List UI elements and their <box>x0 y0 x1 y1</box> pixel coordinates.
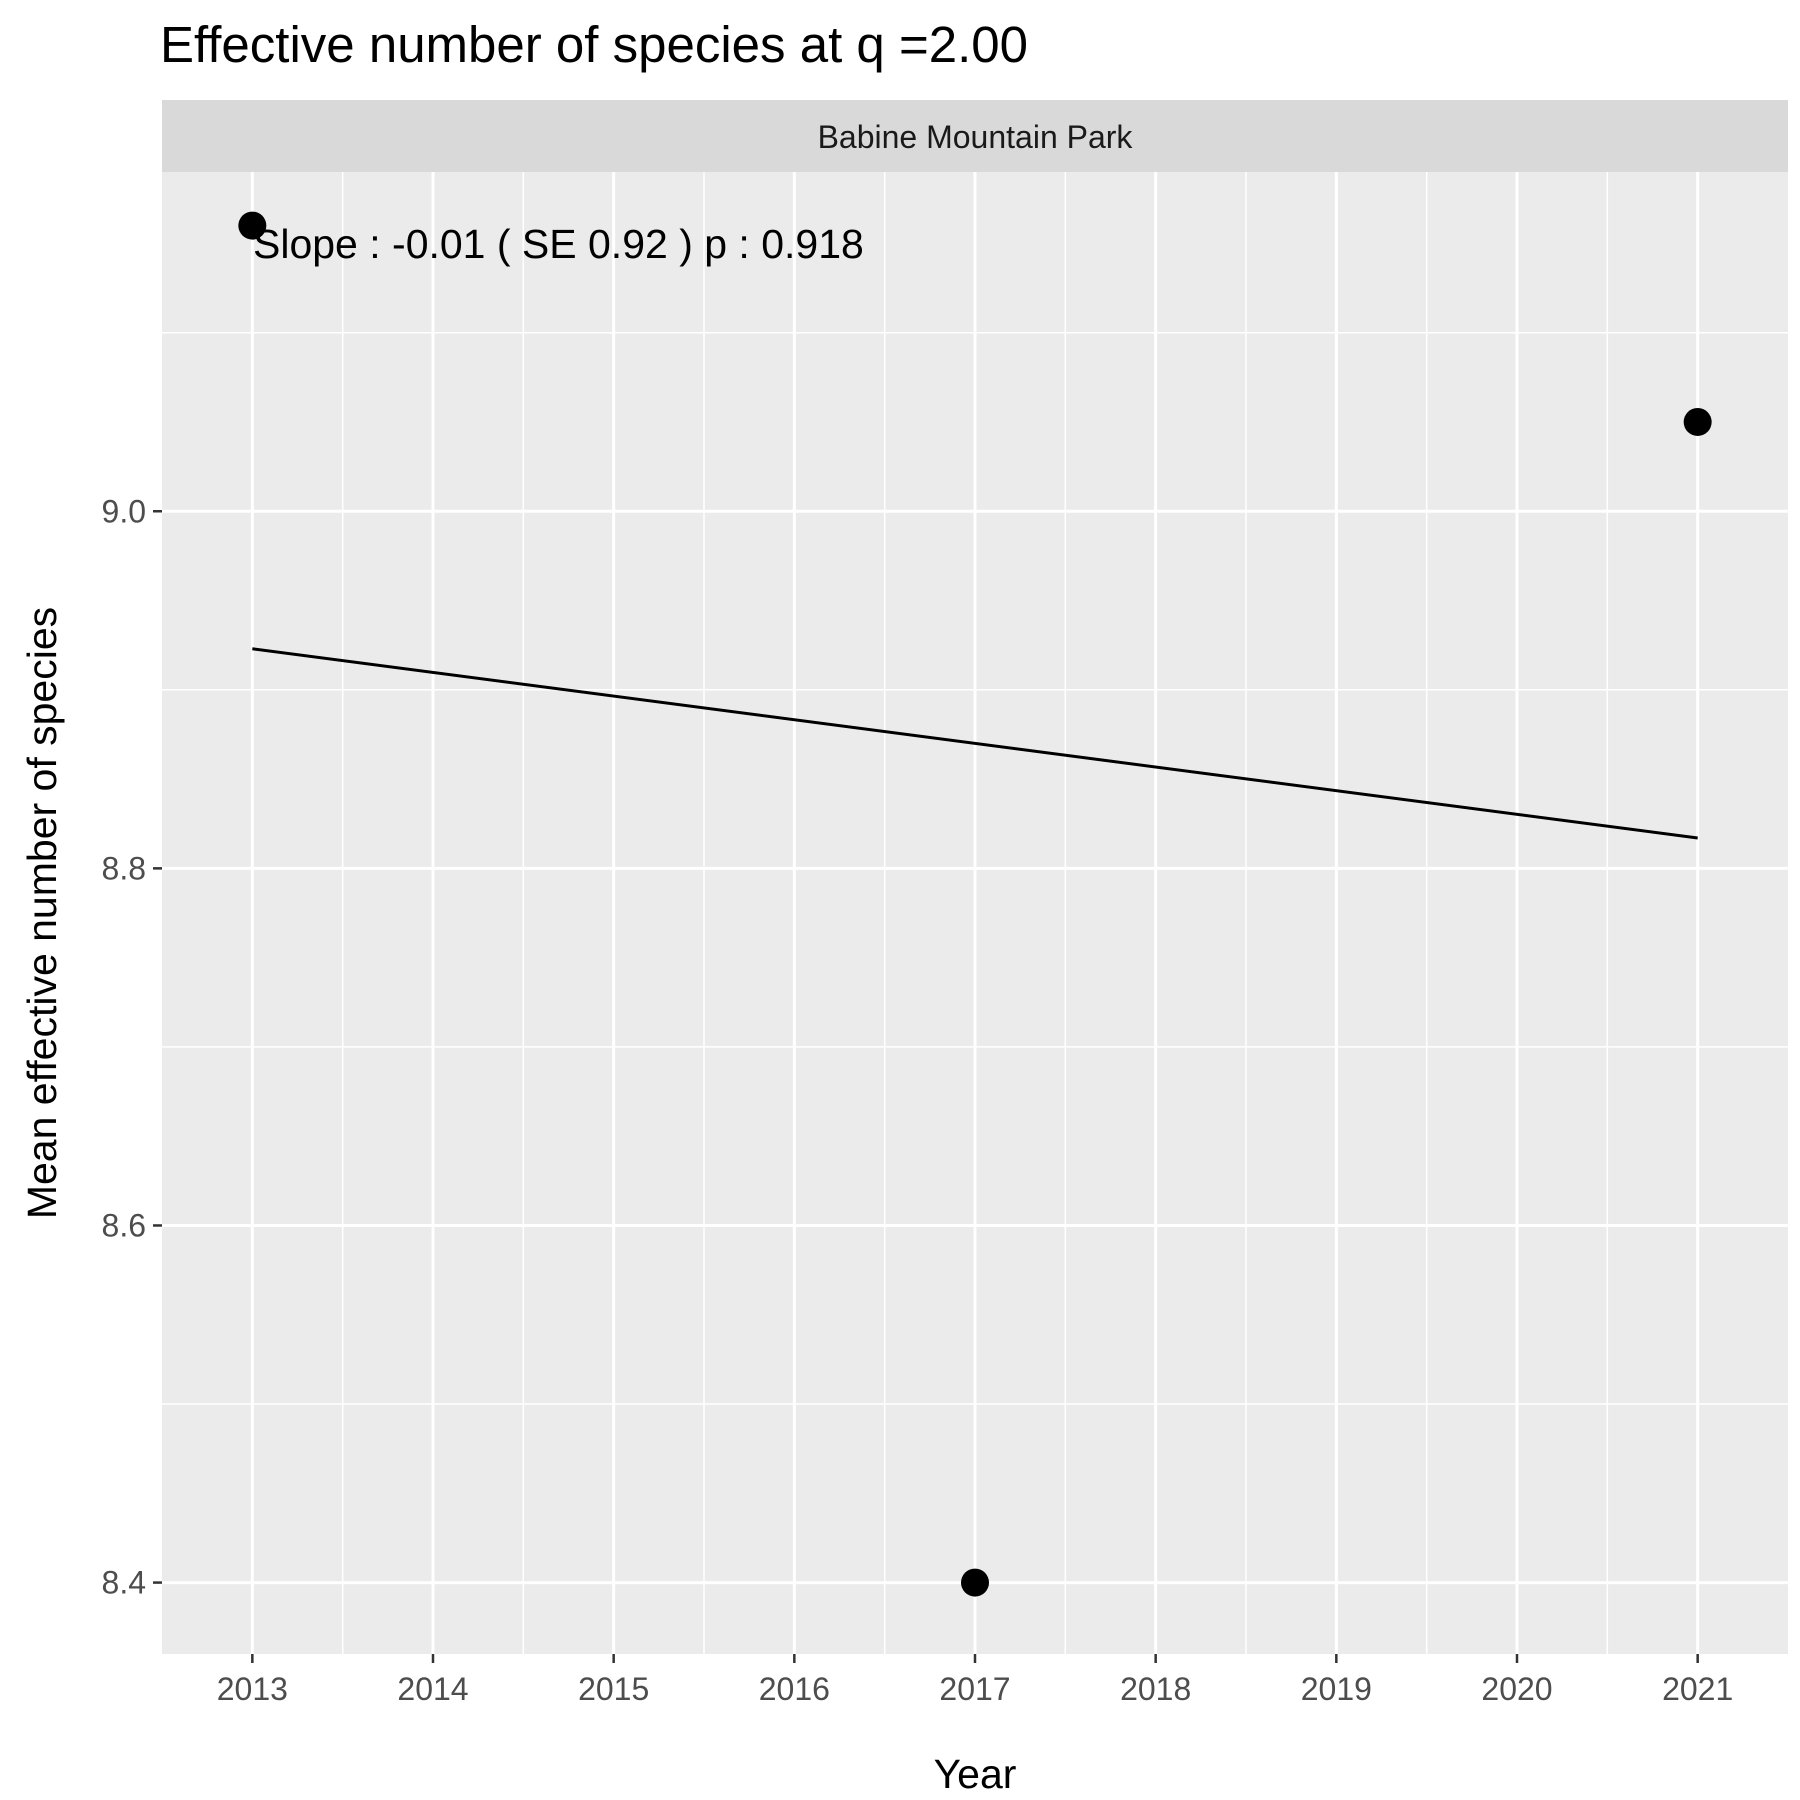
trend-line-layer <box>252 647 1698 840</box>
trend-line <box>252 647 1698 840</box>
x-tick-label: 2021 <box>1662 1671 1733 1707</box>
x-tick-label: 2013 <box>217 1671 288 1707</box>
y-tick-label: 9.0 <box>102 493 146 529</box>
y-tick-label: 8.6 <box>102 1207 146 1243</box>
data-point <box>961 1568 989 1597</box>
data-points <box>238 211 1712 1597</box>
y-tick-label: 8.4 <box>102 1565 146 1601</box>
axes: 2013 2014 2015 2016 2017 2018 2019 2020 2021 8.4 8… <box>102 493 1734 1707</box>
y-tick-label: 8.8 <box>102 850 146 886</box>
x-tick-label: 2017 <box>939 1671 1010 1707</box>
x-tick-label: 2019 <box>1301 1671 1372 1707</box>
x-tick-label: 2015 <box>578 1671 649 1707</box>
data-point <box>238 211 267 240</box>
facet-label: Babine Mountain Park <box>818 119 1134 155</box>
facet-strip <box>162 100 1788 172</box>
x-axis-title: Year <box>934 1751 1017 1797</box>
x-tick-label: 2016 <box>759 1671 830 1707</box>
data-point <box>1683 407 1712 436</box>
x-tick-label: 2020 <box>1481 1671 1552 1707</box>
y-axis-title: Mean effective number of species <box>19 607 65 1219</box>
x-tick-label: 2014 <box>397 1671 468 1707</box>
slope-annotation: Slope : -0.01 ( SE 0.92 ) p : 0.918 <box>253 221 864 267</box>
x-tick-label: 2018 <box>1120 1671 1191 1707</box>
chart-title: Effective number of species at q =2.00 <box>160 16 1028 73</box>
